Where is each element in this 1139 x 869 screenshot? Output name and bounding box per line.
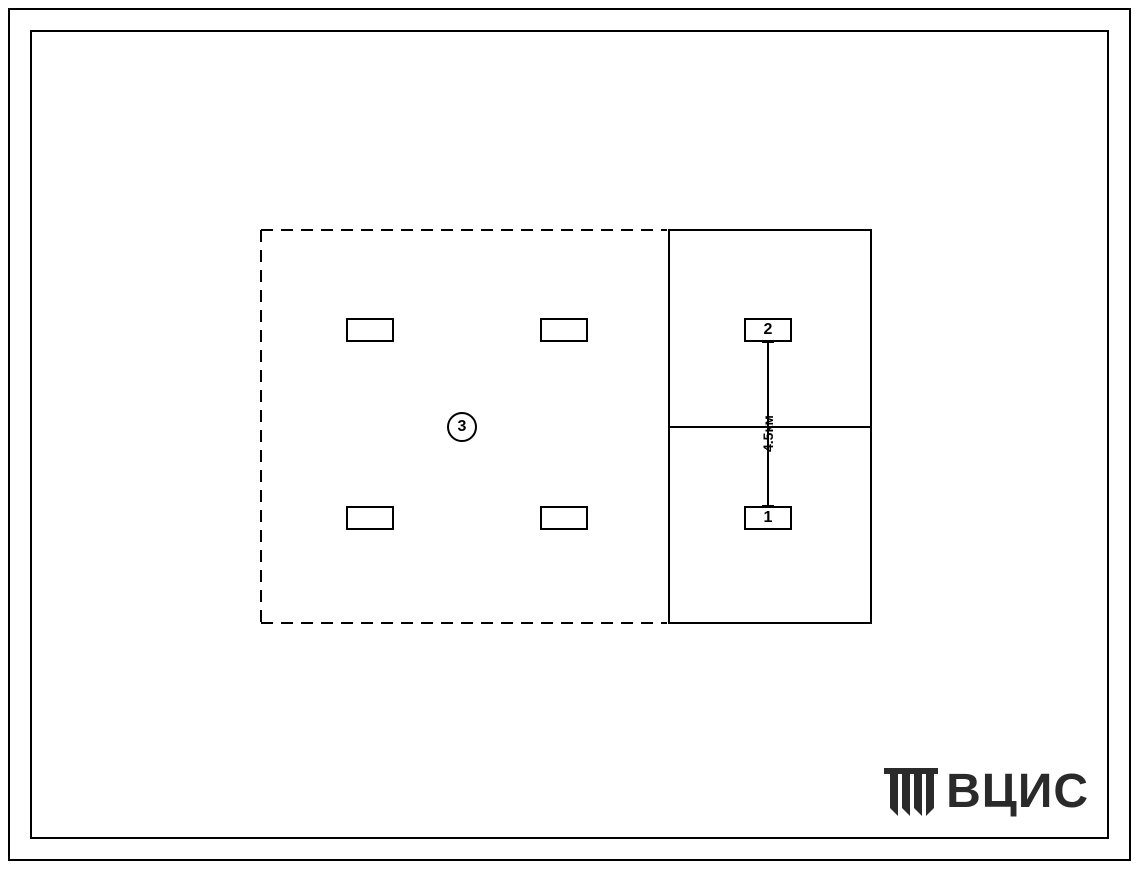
center-circle-label: 3 <box>458 418 467 436</box>
rect-bottom-left <box>346 506 394 530</box>
rect-node-2-label: 2 <box>764 321 773 339</box>
rect-top-right <box>540 318 588 342</box>
logo: ВЦИС <box>884 764 1089 819</box>
rect-node-2: 2 <box>744 318 792 342</box>
logo-icon <box>884 768 938 816</box>
dimension-tick-top <box>762 341 774 343</box>
logo-text: ВЦИС <box>946 764 1089 819</box>
rect-node-1: 1 <box>744 506 792 530</box>
dimension-tick-bottom <box>762 505 774 507</box>
center-circle: 3 <box>447 412 477 442</box>
rect-bottom-right <box>540 506 588 530</box>
rect-top-left <box>346 318 394 342</box>
rect-node-1-label: 1 <box>764 509 773 527</box>
dimension-label: 4.5км <box>760 396 776 452</box>
